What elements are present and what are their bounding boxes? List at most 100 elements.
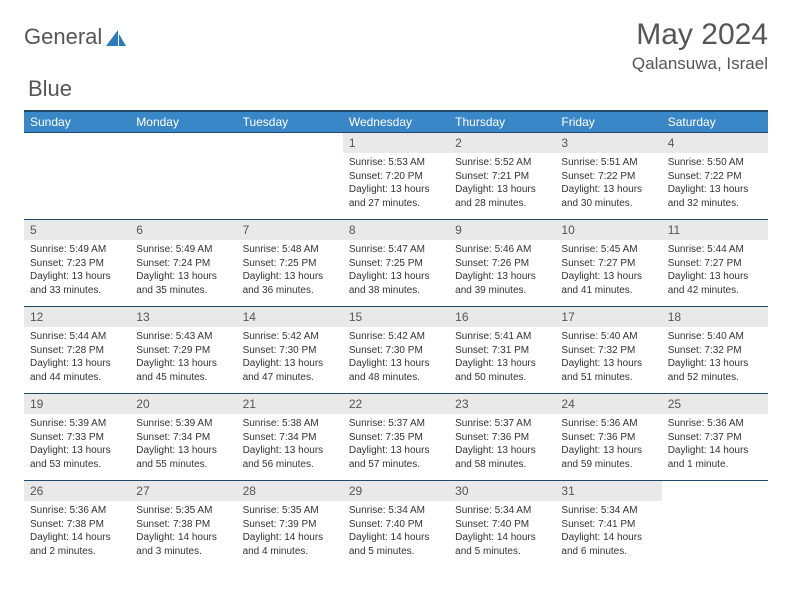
sunset: Sunset: 7:38 PM xyxy=(136,518,230,532)
day-number: 6 xyxy=(130,220,236,240)
daylight: Daylight: 14 hours and 6 minutes. xyxy=(561,531,655,558)
sunset: Sunset: 7:30 PM xyxy=(243,344,337,358)
day-cell: 2Sunrise: 5:52 AMSunset: 7:21 PMDaylight… xyxy=(449,133,555,219)
day-body: Sunrise: 5:40 AMSunset: 7:32 PMDaylight:… xyxy=(555,327,661,390)
day-number: 1 xyxy=(343,133,449,153)
sunset: Sunset: 7:23 PM xyxy=(30,257,124,271)
day-body: Sunrise: 5:34 AMSunset: 7:40 PMDaylight:… xyxy=(343,501,449,564)
day-body: Sunrise: 5:39 AMSunset: 7:34 PMDaylight:… xyxy=(130,414,236,477)
daylight: Daylight: 13 hours and 50 minutes. xyxy=(455,357,549,384)
daylight: Daylight: 13 hours and 59 minutes. xyxy=(561,444,655,471)
day-number: 4 xyxy=(662,133,768,153)
week-row: 19Sunrise: 5:39 AMSunset: 7:33 PMDayligh… xyxy=(24,393,768,480)
day-body: Sunrise: 5:35 AMSunset: 7:38 PMDaylight:… xyxy=(130,501,236,564)
day-number: 2 xyxy=(449,133,555,153)
day-cell: 3Sunrise: 5:51 AMSunset: 7:22 PMDaylight… xyxy=(555,133,661,219)
sunset: Sunset: 7:22 PM xyxy=(561,170,655,184)
daylight: Daylight: 13 hours and 45 minutes. xyxy=(136,357,230,384)
day-number: 10 xyxy=(555,220,661,240)
week-row: 12Sunrise: 5:44 AMSunset: 7:28 PMDayligh… xyxy=(24,306,768,393)
day-body: Sunrise: 5:40 AMSunset: 7:32 PMDaylight:… xyxy=(662,327,768,390)
day-body: Sunrise: 5:34 AMSunset: 7:41 PMDaylight:… xyxy=(555,501,661,564)
day-body: Sunrise: 5:44 AMSunset: 7:27 PMDaylight:… xyxy=(662,240,768,303)
daylight: Daylight: 14 hours and 4 minutes. xyxy=(243,531,337,558)
logo-text-general: General xyxy=(24,24,102,50)
day-cell xyxy=(662,481,768,567)
sunrise: Sunrise: 5:42 AM xyxy=(243,330,337,344)
day-body: Sunrise: 5:52 AMSunset: 7:21 PMDaylight:… xyxy=(449,153,555,216)
sunset: Sunset: 7:25 PM xyxy=(349,257,443,271)
day-cell: 12Sunrise: 5:44 AMSunset: 7:28 PMDayligh… xyxy=(24,307,130,393)
sunrise: Sunrise: 5:34 AM xyxy=(349,504,443,518)
daylight: Daylight: 13 hours and 36 minutes. xyxy=(243,270,337,297)
week-row: 26Sunrise: 5:36 AMSunset: 7:38 PMDayligh… xyxy=(24,480,768,567)
day-number: 13 xyxy=(130,307,236,327)
sunset: Sunset: 7:26 PM xyxy=(455,257,549,271)
day-cell: 24Sunrise: 5:36 AMSunset: 7:36 PMDayligh… xyxy=(555,394,661,480)
day-cell: 29Sunrise: 5:34 AMSunset: 7:40 PMDayligh… xyxy=(343,481,449,567)
day-body: Sunrise: 5:45 AMSunset: 7:27 PMDaylight:… xyxy=(555,240,661,303)
sunrise: Sunrise: 5:50 AM xyxy=(668,156,762,170)
sunset: Sunset: 7:27 PM xyxy=(668,257,762,271)
sunset: Sunset: 7:36 PM xyxy=(561,431,655,445)
sunset: Sunset: 7:41 PM xyxy=(561,518,655,532)
day-number: 15 xyxy=(343,307,449,327)
day-number: 28 xyxy=(237,481,343,501)
sunset: Sunset: 7:29 PM xyxy=(136,344,230,358)
day-cell: 15Sunrise: 5:42 AMSunset: 7:30 PMDayligh… xyxy=(343,307,449,393)
daylight: Daylight: 13 hours and 48 minutes. xyxy=(349,357,443,384)
daylight: Daylight: 14 hours and 5 minutes. xyxy=(349,531,443,558)
daylight: Daylight: 13 hours and 35 minutes. xyxy=(136,270,230,297)
sunset: Sunset: 7:22 PM xyxy=(668,170,762,184)
sunrise: Sunrise: 5:53 AM xyxy=(349,156,443,170)
day-cell: 6Sunrise: 5:49 AMSunset: 7:24 PMDaylight… xyxy=(130,220,236,306)
sunset: Sunset: 7:32 PM xyxy=(561,344,655,358)
day-cell: 1 Sunrise: 5:53 AMSunset: 7:20 PMDaylight… xyxy=(343,133,449,219)
sunrise: Sunrise: 5:52 AM xyxy=(455,156,549,170)
day-number: 11 xyxy=(662,220,768,240)
day-cell: 28Sunrise: 5:35 AMSunset: 7:39 PMDayligh… xyxy=(237,481,343,567)
daylight: Daylight: 13 hours and 27 minutes. xyxy=(349,183,443,210)
daylight: Daylight: 13 hours and 58 minutes. xyxy=(455,444,549,471)
day-cell: 7Sunrise: 5:48 AMSunset: 7:25 PMDaylight… xyxy=(237,220,343,306)
day-body: Sunrise: 5:49 AMSunset: 7:23 PMDaylight:… xyxy=(24,240,130,303)
day-cell: 4Sunrise: 5:50 AMSunset: 7:22 PMDaylight… xyxy=(662,133,768,219)
sunrise: Sunrise: 5:47 AM xyxy=(349,243,443,257)
calendar: Sunday Monday Tuesday Wednesday Thursday… xyxy=(24,110,768,567)
sunset: Sunset: 7:40 PM xyxy=(349,518,443,532)
daylight: Daylight: 14 hours and 2 minutes. xyxy=(30,531,124,558)
day-body: Sunrise: 5:39 AMSunset: 7:33 PMDaylight:… xyxy=(24,414,130,477)
sunrise: Sunrise: 5:39 AM xyxy=(30,417,124,431)
sunrise: Sunrise: 5:37 AM xyxy=(349,417,443,431)
sunrise: Sunrise: 5:44 AM xyxy=(30,330,124,344)
sunset: Sunset: 7:35 PM xyxy=(349,431,443,445)
daylight: Daylight: 13 hours and 51 minutes. xyxy=(561,357,655,384)
weekday-header: Sunday Monday Tuesday Wednesday Thursday… xyxy=(24,110,768,132)
day-cell: 9Sunrise: 5:46 AMSunset: 7:26 PMDaylight… xyxy=(449,220,555,306)
day-body: Sunrise: 5:36 AMSunset: 7:37 PMDaylight:… xyxy=(662,414,768,477)
day-cell: 16Sunrise: 5:41 AMSunset: 7:31 PMDayligh… xyxy=(449,307,555,393)
day-body: Sunrise: 5:49 AMSunset: 7:24 PMDaylight:… xyxy=(130,240,236,303)
day-cell: 5Sunrise: 5:49 AMSunset: 7:23 PMDaylight… xyxy=(24,220,130,306)
sunset: Sunset: 7:37 PM xyxy=(668,431,762,445)
day-number: 12 xyxy=(24,307,130,327)
day-number: 25 xyxy=(662,394,768,414)
day-cell: 17Sunrise: 5:40 AMSunset: 7:32 PMDayligh… xyxy=(555,307,661,393)
day-cell: 13Sunrise: 5:43 AMSunset: 7:29 PMDayligh… xyxy=(130,307,236,393)
day-number: 8 xyxy=(343,220,449,240)
day-body: Sunrise: 5:37 AMSunset: 7:35 PMDaylight:… xyxy=(343,414,449,477)
sunset: Sunset: 7:27 PM xyxy=(561,257,655,271)
daylight: Daylight: 14 hours and 3 minutes. xyxy=(136,531,230,558)
day-number: 24 xyxy=(555,394,661,414)
day-number: 30 xyxy=(449,481,555,501)
day-number: 21 xyxy=(237,394,343,414)
sunrise: Sunrise: 5:44 AM xyxy=(668,243,762,257)
day-cell: 25Sunrise: 5:36 AMSunset: 7:37 PMDayligh… xyxy=(662,394,768,480)
day-number: 7 xyxy=(237,220,343,240)
week-row: 1 Sunrise: 5:53 AMSunset: 7:20 PMDaylight… xyxy=(24,132,768,219)
day-number: 3 xyxy=(555,133,661,153)
sunset: Sunset: 7:20 PM xyxy=(349,170,443,184)
month-title: May 2024 xyxy=(632,18,768,52)
day-cell: 20Sunrise: 5:39 AMSunset: 7:34 PMDayligh… xyxy=(130,394,236,480)
day-cell xyxy=(130,133,236,219)
